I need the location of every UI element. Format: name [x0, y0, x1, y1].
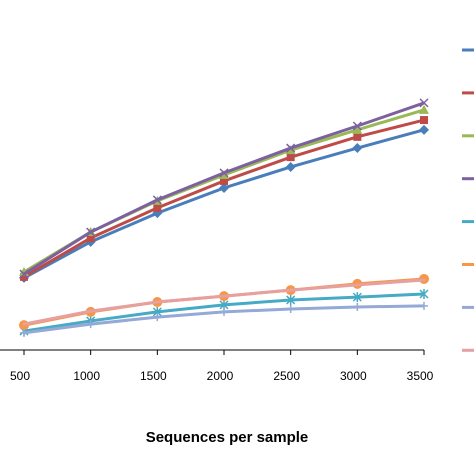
marker	[353, 302, 362, 311]
x-tick-label: 1000	[73, 369, 100, 383]
marker	[422, 278, 426, 282]
marker	[19, 269, 29, 279]
marker	[20, 328, 28, 337]
marker	[420, 116, 428, 125]
marker	[152, 195, 162, 205]
marker	[355, 283, 359, 287]
marker	[153, 313, 162, 322]
marker	[419, 124, 429, 135]
marker	[219, 168, 229, 178]
marker	[220, 307, 228, 316]
x-tick-label: 2500	[273, 369, 300, 383]
marker	[352, 143, 363, 154]
marker	[220, 176, 228, 185]
series-line	[23, 128, 425, 280]
marker	[22, 322, 26, 326]
marker	[289, 288, 293, 292]
marker	[286, 143, 296, 153]
marker	[219, 182, 229, 193]
marker	[352, 124, 363, 134]
x-tick-label: 1500	[140, 369, 167, 383]
marker	[20, 272, 28, 281]
marker	[352, 292, 362, 303]
marker	[153, 203, 162, 212]
marker	[285, 161, 296, 172]
marker	[420, 301, 428, 310]
x-tick-label: 2000	[207, 369, 234, 383]
marker	[419, 289, 429, 299]
x-tick-label: 3000	[340, 369, 367, 383]
x-tick-label: 3500	[407, 369, 434, 383]
marker	[86, 234, 95, 242]
x-axis-label: Sequences per sample	[146, 429, 309, 446]
marker	[222, 294, 226, 298]
marker	[155, 300, 159, 304]
series-line	[23, 118, 425, 279]
marker	[286, 305, 295, 314]
marker	[353, 132, 362, 141]
marker	[86, 227, 96, 237]
marker	[419, 98, 429, 108]
marker	[352, 121, 362, 131]
marker	[286, 294, 296, 305]
marker	[419, 104, 429, 114]
marker	[286, 153, 295, 162]
marker	[86, 320, 95, 329]
marker	[89, 309, 93, 313]
x-tick-label: 500	[10, 369, 30, 383]
